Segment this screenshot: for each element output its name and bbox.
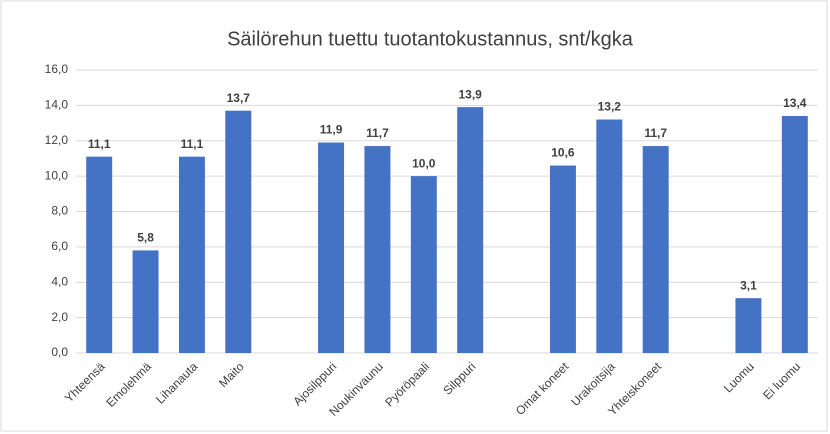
- bar: [642, 146, 669, 353]
- value-label: 13,2: [598, 100, 622, 114]
- value-label: 5,8: [137, 231, 154, 245]
- bar: [318, 142, 345, 353]
- y-tick-label: 6,0: [51, 239, 68, 253]
- value-label: 11,1: [88, 137, 111, 151]
- value-label: 11,7: [644, 126, 667, 140]
- chart-title: Säilörehun tuettu tuotantokustannus, snt…: [227, 28, 634, 50]
- y-tick-label: 0,0: [51, 345, 68, 359]
- bar: [781, 115, 808, 353]
- y-tick-label: 16,0: [45, 62, 69, 76]
- y-tick-label: 8,0: [51, 204, 68, 218]
- bar: [457, 107, 484, 353]
- value-label: 13,7: [227, 91, 251, 105]
- y-tick-label: 2,0: [51, 310, 68, 324]
- bar: [364, 146, 391, 353]
- bar: [735, 298, 762, 353]
- bar: [178, 156, 205, 353]
- y-tick-label: 12,0: [45, 133, 69, 147]
- y-tick-label: 10,0: [45, 168, 69, 182]
- bar: [410, 176, 437, 353]
- y-tick-label: 4,0: [51, 274, 68, 288]
- bar: [549, 165, 576, 353]
- value-label: 3,1: [740, 278, 757, 292]
- value-label: 13,9: [459, 87, 483, 101]
- bar: [225, 110, 252, 354]
- value-label: 10,0: [412, 156, 436, 170]
- bar: [596, 119, 623, 354]
- value-label: 11,9: [320, 123, 343, 137]
- bar: [132, 250, 159, 353]
- value-label: 13,4: [783, 96, 807, 110]
- value-label: 10,6: [551, 146, 575, 160]
- value-label: 11,1: [181, 137, 204, 151]
- y-tick-label: 14,0: [45, 98, 69, 112]
- bar: [86, 156, 113, 353]
- value-label: 11,7: [366, 126, 389, 140]
